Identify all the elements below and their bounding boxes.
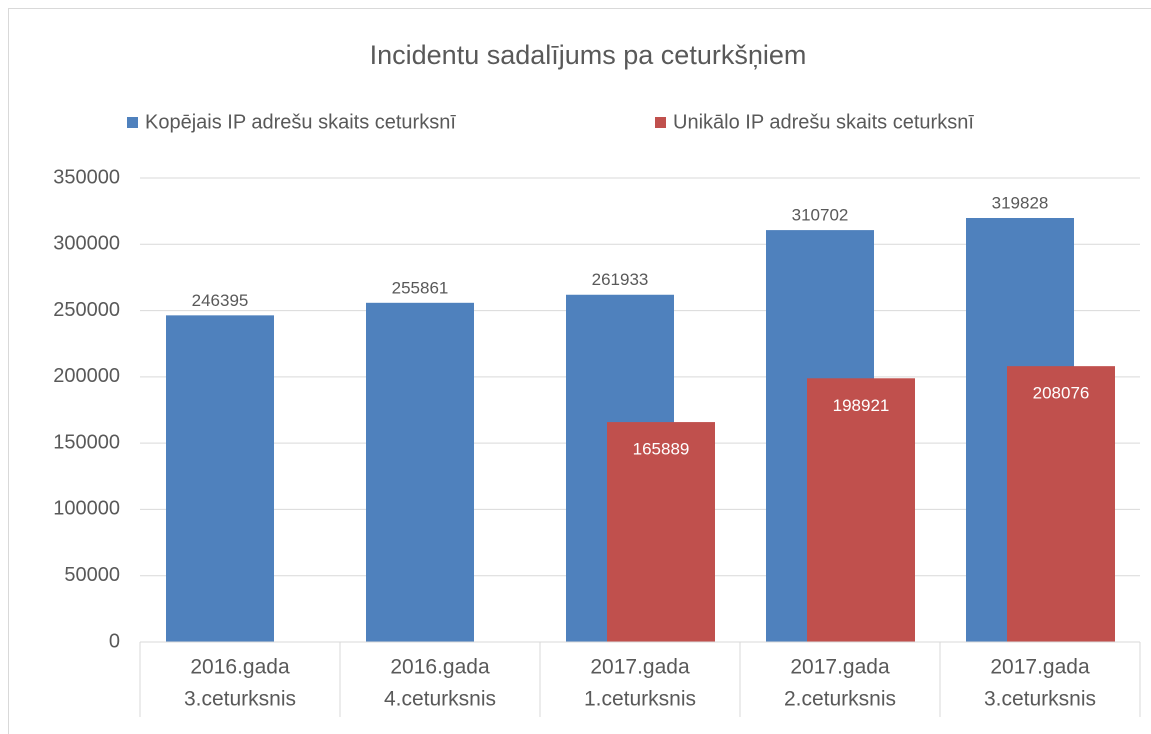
y-tick-label: 0 bbox=[109, 630, 120, 652]
data-label: 261933 bbox=[592, 270, 649, 289]
y-tick-label: 200000 bbox=[53, 365, 120, 387]
y-tick-label: 350000 bbox=[53, 166, 120, 188]
data-label: 319828 bbox=[992, 193, 1049, 212]
x-tick-label: 2017.gada bbox=[990, 656, 1090, 679]
x-tick-label: 2.ceturksnis bbox=[784, 688, 896, 711]
legend-label: Unikālo IP adrešu skaits ceturksnī bbox=[673, 111, 974, 133]
y-tick-label: 100000 bbox=[53, 498, 120, 520]
x-tick-label: 3.ceturksnis bbox=[984, 688, 1096, 711]
y-tick-label: 300000 bbox=[53, 233, 120, 255]
x-tick-label: 1.ceturksnis bbox=[584, 688, 696, 711]
x-tick-label: 2017.gada bbox=[790, 656, 890, 679]
data-label: 208076 bbox=[1033, 384, 1090, 403]
y-tick-label: 150000 bbox=[53, 431, 120, 453]
bar bbox=[166, 315, 274, 642]
legend-swatch bbox=[655, 117, 666, 128]
x-tick-label: 4.ceturksnis bbox=[384, 688, 496, 711]
x-tick-label: 2016.gada bbox=[190, 656, 290, 679]
x-tick-label: 3.ceturksnis bbox=[184, 688, 296, 711]
legend-swatch bbox=[127, 117, 138, 128]
y-tick-label: 250000 bbox=[53, 299, 120, 321]
legend-label: Kopējais IP adrešu skaits ceturksnī bbox=[145, 111, 456, 133]
data-label: 310702 bbox=[792, 206, 849, 225]
data-label: 246395 bbox=[192, 291, 249, 310]
bar bbox=[366, 302, 474, 642]
y-tick-label: 50000 bbox=[64, 564, 120, 586]
bar bbox=[807, 378, 915, 642]
x-tick-label: 2016.gada bbox=[390, 656, 490, 679]
data-label: 165889 bbox=[633, 440, 690, 459]
bar bbox=[1007, 366, 1115, 642]
bar bbox=[607, 422, 715, 642]
chart-border bbox=[8, 8, 1151, 734]
chart-title: Incidentu sadalījums pa ceturkšņiem bbox=[370, 40, 807, 70]
data-label: 255861 bbox=[392, 278, 449, 297]
x-tick-label: 2017.gada bbox=[590, 656, 690, 679]
data-label: 198921 bbox=[833, 396, 890, 415]
